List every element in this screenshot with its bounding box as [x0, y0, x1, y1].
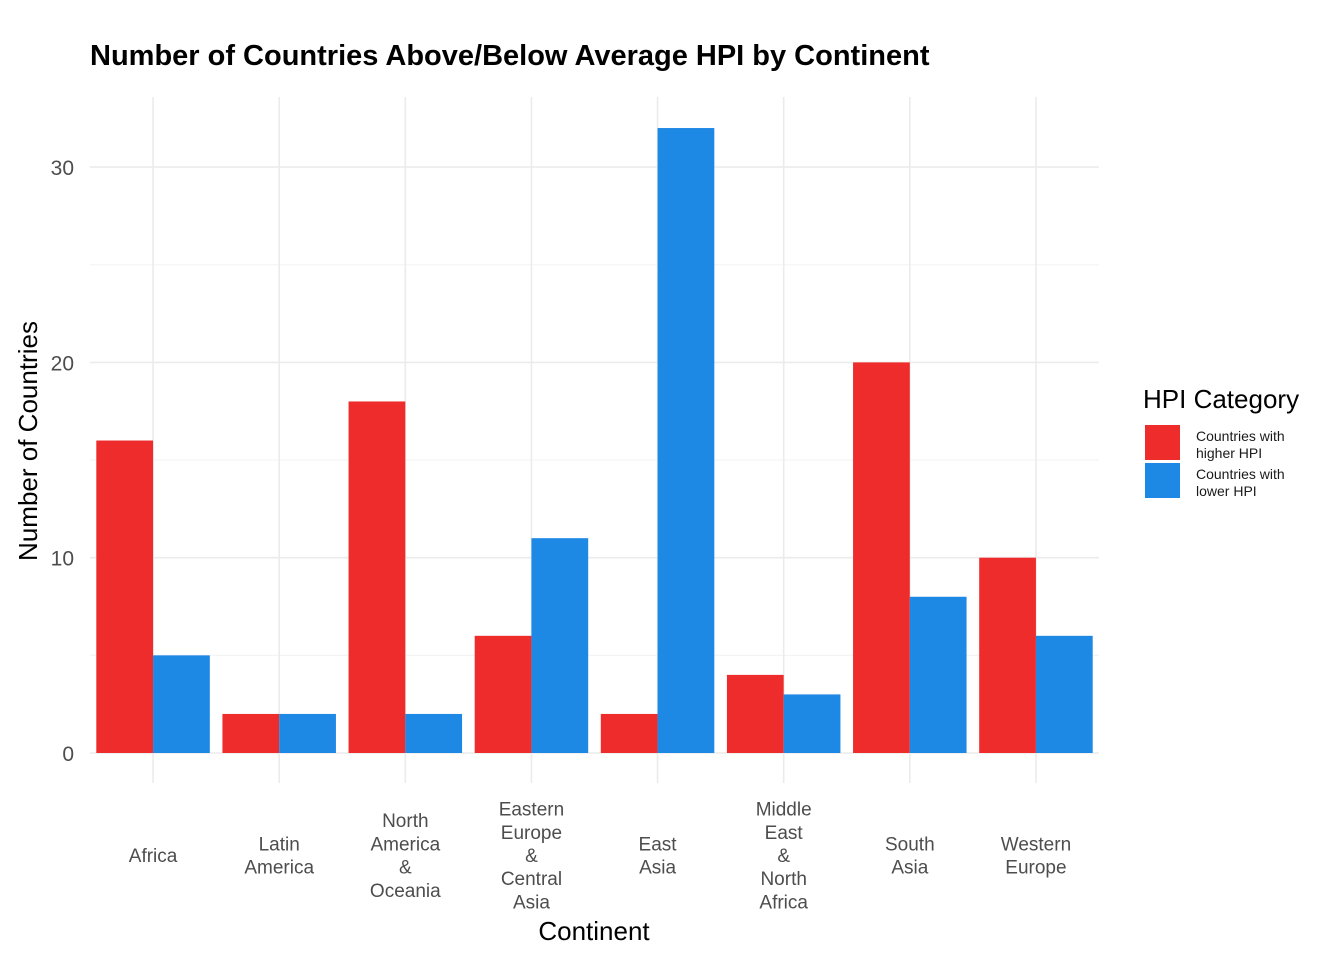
chart-title: Number of Countries Above/Below Average … — [90, 40, 930, 72]
bars — [96, 128, 1093, 754]
y-axis-title: Number of Countries — [13, 321, 43, 561]
bar-lower-4 — [657, 128, 715, 754]
bar-lower-2 — [405, 713, 463, 753]
y-tick-label: 0 — [62, 743, 74, 766]
bar-higher-3 — [474, 635, 532, 753]
legend-label: Countries with lower HPI — [1196, 466, 1285, 499]
x-tick-label: East Asia — [639, 834, 678, 878]
legend: HPI Category Countries with higher HPICou… — [1143, 384, 1299, 499]
bar-higher-1 — [222, 713, 280, 753]
bar-lower-7 — [1035, 635, 1093, 753]
y-tick-label: 20 — [51, 352, 74, 375]
bar-higher-2 — [348, 401, 406, 753]
x-tick-label: South Asia — [885, 834, 935, 878]
bar-lower-3 — [531, 538, 589, 753]
bar-higher-0 — [96, 440, 154, 753]
x-tick-label: Western Europe — [1001, 834, 1071, 878]
legend-swatch — [1145, 425, 1180, 460]
legend-label: Countries with higher HPI — [1196, 428, 1285, 461]
x-axis-ticks: Africa Latin America North America & Oceania Ea… — [129, 800, 1071, 914]
legend-title: HPI Category — [1143, 384, 1299, 414]
x-tick-label: Middle East & North Africa — [756, 800, 812, 914]
bar-lower-1 — [279, 713, 336, 753]
y-axis-ticks: 0 10 20 30 — [51, 157, 74, 766]
bar-higher-7 — [979, 557, 1036, 753]
bar-higher-4 — [600, 713, 658, 753]
x-tick-label: Africa — [129, 846, 178, 867]
legend-swatch — [1145, 463, 1180, 498]
y-tick-label: 30 — [51, 157, 74, 180]
bar-lower-6 — [909, 596, 967, 753]
bar-lower-5 — [783, 694, 841, 753]
x-tick-label: Latin America — [244, 834, 314, 878]
bar-higher-6 — [853, 362, 910, 753]
y-tick-label: 10 — [51, 548, 74, 571]
legend-items: Countries with higher HPI Countries with lo… — [1145, 425, 1285, 499]
bar-higher-5 — [726, 674, 784, 753]
x-tick-label: Eastern Europe & Central Asia — [499, 800, 564, 914]
bar-lower-0 — [153, 655, 210, 753]
x-axis-title: Continent — [538, 916, 650, 946]
x-tick-label: North America & Oceania — [370, 811, 441, 902]
